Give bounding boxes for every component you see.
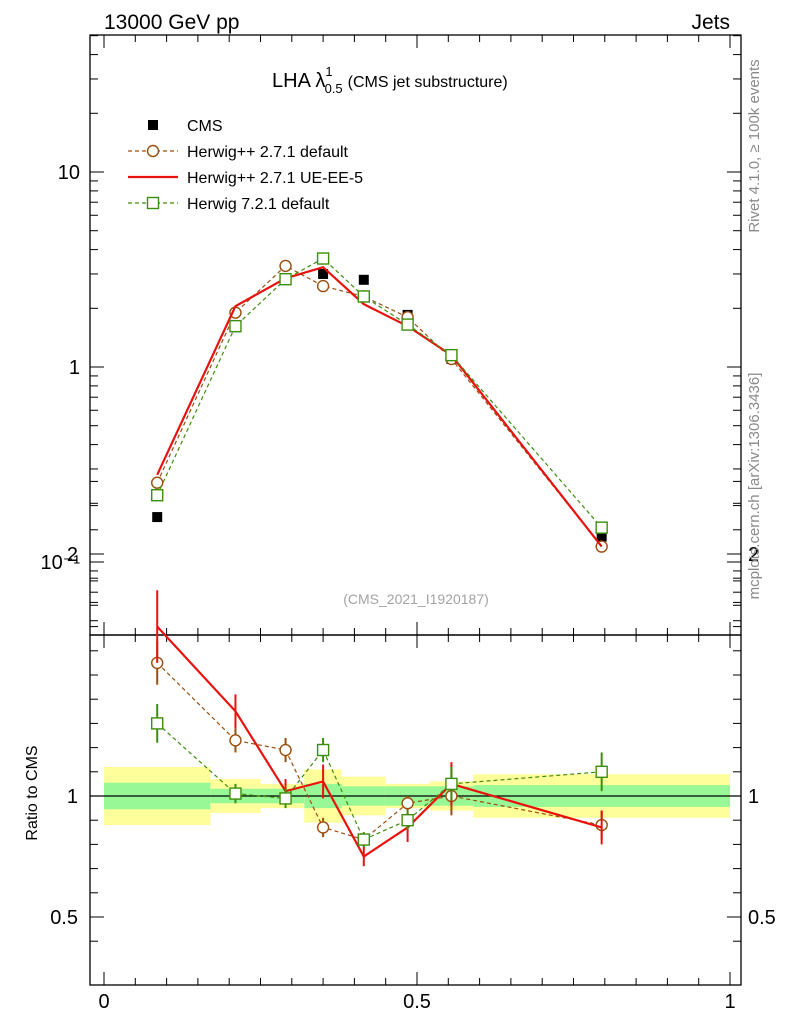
legend-label: CMS (187, 118, 223, 135)
ratio-line (156, 722, 602, 841)
ratio-point (279, 743, 292, 757)
ratio-panel: 0 0.5 1 0.5 0.5 1 1 2 2 (50, 480, 776, 1013)
data-point (318, 268, 329, 279)
header-left: 13000 GeV pp (104, 11, 239, 34)
ratio-point (401, 814, 414, 827)
ratio-point (357, 833, 370, 846)
data-point (316, 252, 330, 265)
data-point (358, 274, 369, 285)
data-point (316, 279, 330, 293)
legend: CMS Herwig++ 2.7.1 default Herwig++ 2.7.1 … (128, 118, 363, 213)
data-point (229, 319, 242, 333)
series-1 (151, 259, 608, 553)
data-point (279, 273, 292, 286)
rivet-label: Rivet 4.1.0, ≥ 100k events (746, 59, 763, 232)
y-tick-label: 10 (58, 162, 80, 184)
ratio-point (229, 787, 242, 800)
series-3 (151, 252, 608, 534)
ratio-axis-label: Ratio to CMS (24, 745, 41, 840)
ratio-line (156, 662, 602, 841)
mcplots-label: mcplots.cern.ch [arXiv:1306.3436] (746, 373, 763, 600)
series-line (156, 265, 603, 548)
data-point (595, 521, 608, 534)
x-tick-label: 1 (724, 991, 735, 1013)
legend-marker (146, 196, 160, 210)
y-tick-label: 2 (748, 544, 759, 566)
legend-marker (146, 144, 160, 158)
data-point (152, 512, 163, 523)
main-panel: 10⁻¹ 1 10 (41, 34, 742, 636)
x-tick-label: 0 (98, 991, 109, 1013)
y-tick-label: 0.5 (748, 907, 776, 929)
ratio-point (151, 717, 164, 730)
ratio-line (156, 625, 602, 859)
analysis-tag: (CMS_2021_I1920187) (343, 591, 489, 607)
legend-label: Herwig++ 2.7.1 UE-EE-5 (187, 170, 363, 187)
y-tick-label: 0.5 (50, 907, 78, 929)
y-tick-label: 1 (748, 786, 759, 808)
y-tick-label: 10⁻¹ (41, 552, 81, 574)
data-point (151, 489, 164, 502)
legend-label: Herwig++ 2.7.1 default (187, 144, 349, 161)
y-tick-label: 1 (69, 357, 80, 379)
ratio-series-3 (151, 704, 608, 847)
data-point (151, 476, 164, 489)
legend-label: Herwig 7.2.1 default (187, 196, 330, 213)
ratio-point (401, 797, 414, 810)
data-point (279, 259, 292, 273)
x-tick-label: 0.5 (403, 991, 431, 1013)
series-2 (156, 265, 603, 548)
ratio-frame (89, 634, 742, 986)
data-point (357, 290, 370, 303)
ratio-point (445, 777, 458, 791)
series-0 (152, 268, 607, 542)
data-point (596, 531, 607, 542)
ratio-point (229, 734, 242, 747)
series-line (156, 257, 603, 529)
header-right: Jets (691, 11, 730, 34)
series-line (156, 265, 603, 547)
ratio-point (595, 765, 608, 778)
ratio-point (316, 821, 330, 834)
chart-title: LHA λ1 0.5 (CMS jet substructure) (272, 64, 508, 96)
ratio-point (316, 743, 330, 757)
legend-marker (148, 120, 158, 130)
data-point (401, 318, 414, 331)
ratio-point (279, 792, 292, 805)
data-point (445, 348, 458, 362)
y-tick-label: 1 (67, 786, 78, 808)
y-tick-label: 2 (67, 544, 78, 566)
